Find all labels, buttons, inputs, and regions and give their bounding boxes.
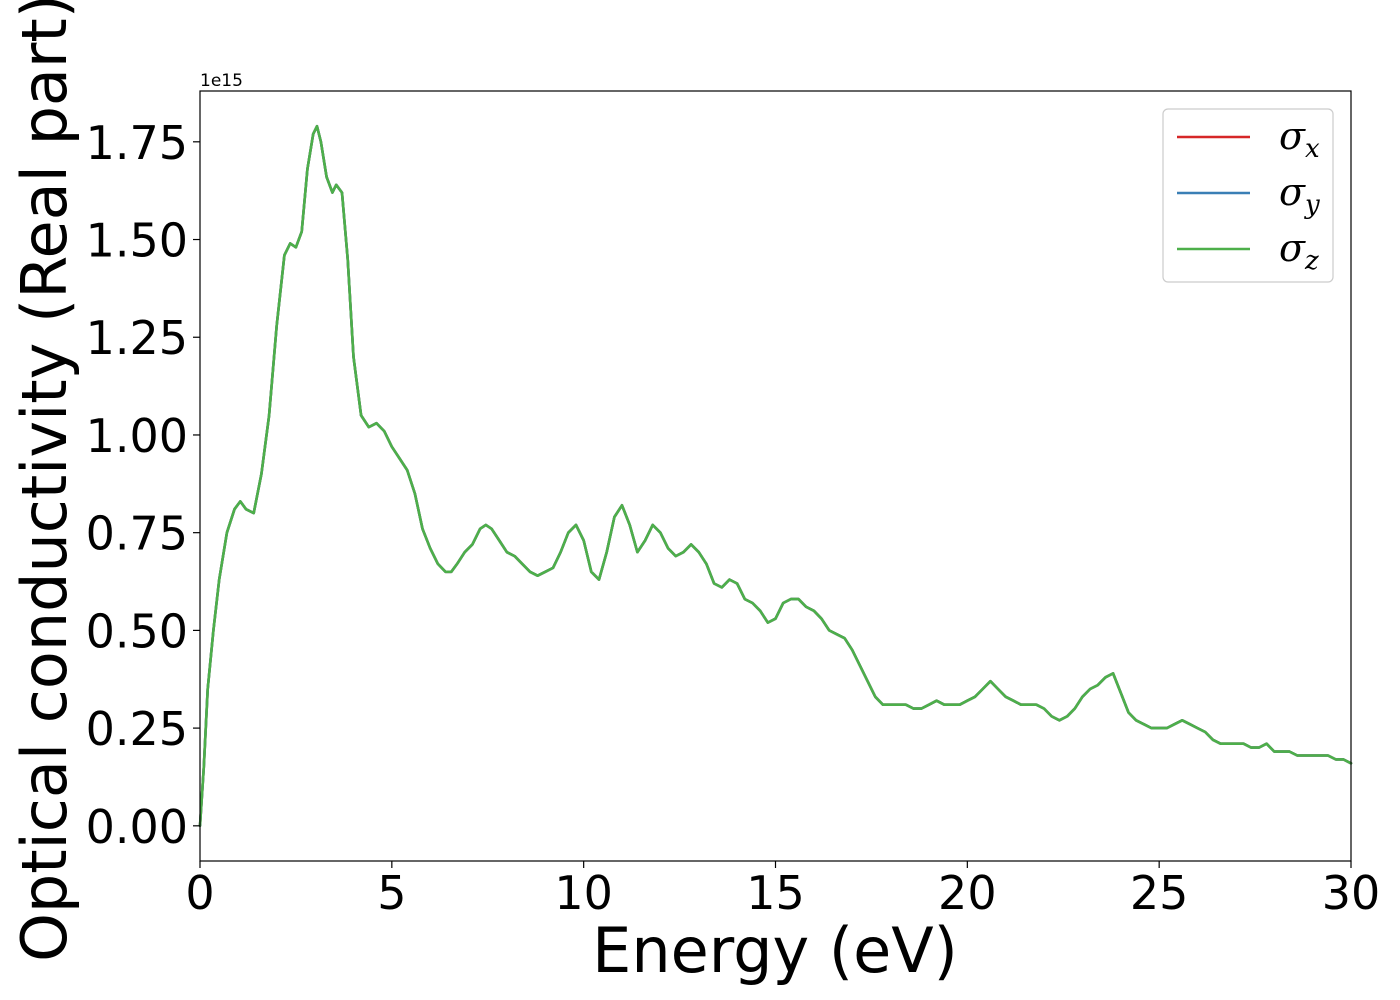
y-axis-title: Optical conductivity (Real part) [8, 0, 81, 962]
y-tick-label: 1.75 [86, 116, 188, 170]
y-tick-label: 0.25 [86, 702, 188, 756]
y-axis-ticks: 0.00 0.25 0.50 0.75 1.00 1.25 1.50 1.75 [86, 116, 200, 854]
series-lines [198, 124, 1353, 828]
y-axis-offset-label: 1e15 [200, 71, 243, 91]
y-tick-label: 0.00 [86, 800, 188, 854]
x-tick-label: 5 [377, 866, 406, 920]
legend-frame [1162, 108, 1334, 283]
x-axis-title: Energy (eV) [592, 914, 958, 987]
series-line-sigma-z [198, 124, 1353, 828]
x-tick-label: 25 [1130, 866, 1189, 920]
x-tick-label: 10 [554, 866, 613, 920]
x-axis-ticks: 0 5 10 15 20 25 30 [185, 861, 1380, 920]
x-tick-label: 30 [1322, 866, 1381, 920]
x-tick-label: 0 [185, 866, 214, 920]
y-tick-label: 0.75 [86, 507, 188, 561]
y-tick-label: 1.50 [86, 214, 188, 268]
y-tick-label: 0.50 [86, 604, 188, 658]
y-tick-label: 1.00 [86, 409, 188, 463]
plot-area [198, 90, 1353, 862]
x-tick-label: 20 [938, 866, 997, 920]
x-tick-label: 15 [746, 866, 805, 920]
y-tick-label: 1.25 [86, 311, 188, 365]
